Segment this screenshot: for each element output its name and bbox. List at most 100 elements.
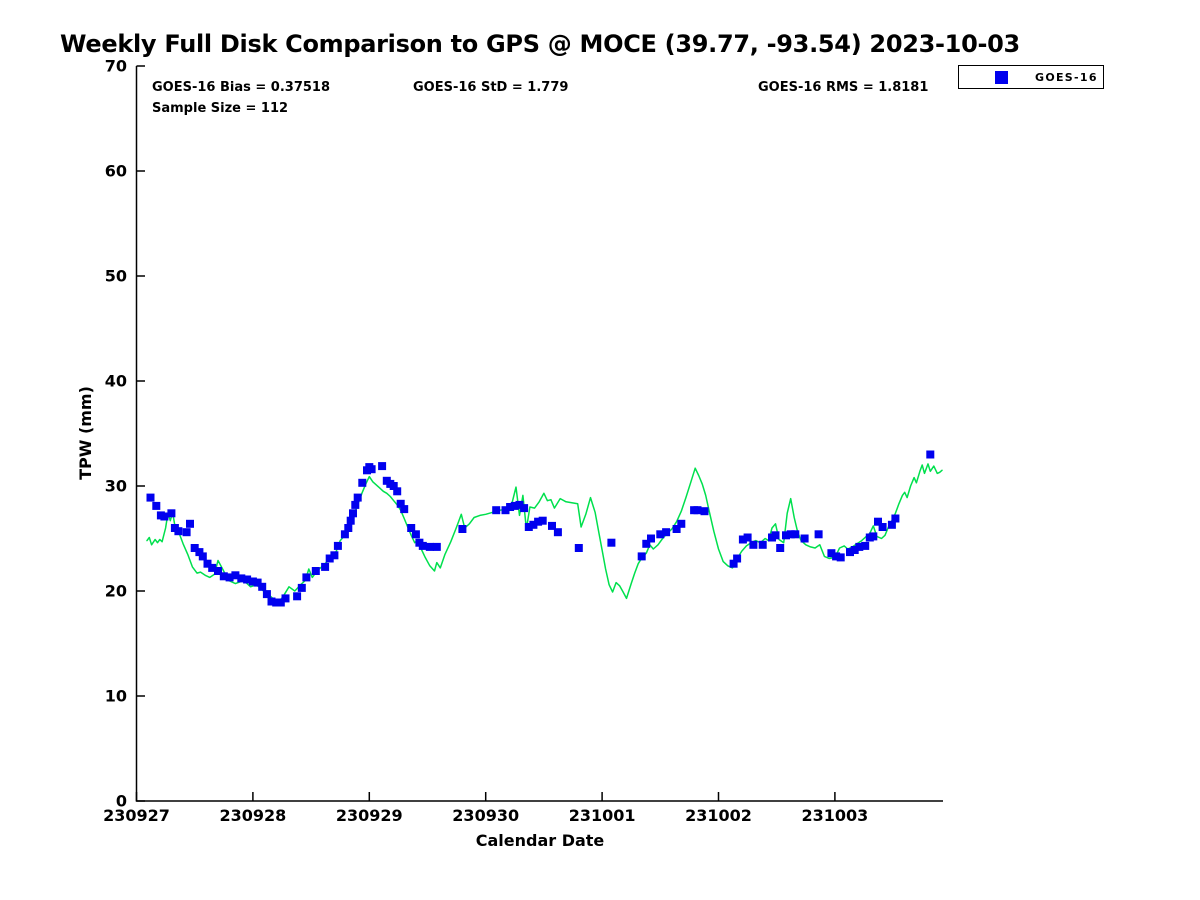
goes16-marker xyxy=(814,530,823,539)
goes16-marker xyxy=(846,548,854,557)
x-tick-label: 231003 xyxy=(802,806,869,825)
goes16-marker xyxy=(926,450,935,459)
goes16-marker xyxy=(529,520,538,529)
goes16-marker xyxy=(749,540,758,549)
goes16-marker xyxy=(878,523,887,531)
goes16-marker xyxy=(432,542,441,551)
goes16-marker xyxy=(827,549,836,558)
y-tick-label: 10 xyxy=(105,687,127,706)
goes16-marker xyxy=(186,519,194,528)
goes16-marker xyxy=(302,573,311,582)
goes16-marker xyxy=(243,575,252,584)
goes16-marker xyxy=(281,594,290,603)
goes16-marker xyxy=(869,532,878,541)
goes16-marker xyxy=(515,500,524,509)
goes16-marker xyxy=(738,535,747,544)
goes16-marker xyxy=(832,552,841,561)
goes16-marker xyxy=(425,542,434,551)
y-tick-label: 20 xyxy=(105,582,127,601)
goes16-marker xyxy=(198,552,207,561)
goes16-marker xyxy=(771,531,780,540)
goes16-marker xyxy=(850,546,859,554)
legend-box: GOES-16 xyxy=(958,65,1104,89)
goes16-marker xyxy=(325,554,334,563)
goes16-marker xyxy=(225,573,234,582)
goes16-marker xyxy=(524,523,533,531)
goes16-marker xyxy=(248,577,257,586)
legend-label: GOES-16 xyxy=(1035,70,1098,84)
goes16-marker xyxy=(272,598,281,607)
x-tick-label: 231002 xyxy=(685,806,752,825)
goes16-marker xyxy=(861,541,870,550)
goes16-marker xyxy=(776,544,785,552)
goes16-marker xyxy=(874,517,882,526)
goes16-marker xyxy=(791,530,800,539)
goes16-marker xyxy=(534,517,543,526)
goes16-marker xyxy=(267,597,276,606)
goes16-marker xyxy=(253,578,262,587)
goes16-marker xyxy=(378,462,387,471)
stat-std: GOES-16 StD = 1.779 xyxy=(413,80,569,95)
stat-bias: GOES-16 Bias = 0.37518 xyxy=(152,80,331,95)
goes16-marker xyxy=(782,531,790,540)
goes16-marker xyxy=(506,503,515,511)
goes16-marker xyxy=(400,505,409,514)
goes16-marker xyxy=(800,534,809,543)
x-axis-label: Calendar Date xyxy=(476,831,605,850)
goes16-marker xyxy=(190,544,199,552)
stat-rms: GOES-16 RMS = 1.8181 xyxy=(758,80,929,95)
stat-sample-size: Sample Size = 112 xyxy=(152,101,289,116)
goes16-marker xyxy=(396,499,405,508)
goes16-marker xyxy=(733,554,742,563)
goes16-marker xyxy=(349,509,357,518)
goes16-marker xyxy=(700,507,709,516)
goes16-marker xyxy=(231,571,240,580)
x-tick-label: 231001 xyxy=(569,806,636,825)
goes16-marker xyxy=(367,465,376,474)
goes16-marker xyxy=(160,512,169,521)
goes16-marker xyxy=(208,563,217,572)
goes16-marker xyxy=(637,552,646,561)
y-tick-label: 70 xyxy=(105,57,127,76)
y-tick-label: 0 xyxy=(116,792,127,811)
goes16-marker xyxy=(891,514,900,523)
goes16-marker xyxy=(195,548,204,557)
x-tick-label: 230927 xyxy=(103,806,170,825)
goes16-marker xyxy=(258,582,267,591)
goes16-marker xyxy=(458,525,467,533)
goes16-marker xyxy=(407,524,416,532)
goes16-marker xyxy=(353,493,362,502)
goes16-marker xyxy=(321,562,330,571)
goes16-marker xyxy=(677,519,686,528)
goes16-marker xyxy=(743,533,752,542)
chart-title: Weekly Full Disk Comparison to GPS @ MOC… xyxy=(60,30,1020,58)
goes16-marker xyxy=(203,559,212,568)
goes16-marker xyxy=(501,506,510,515)
goes16-marker xyxy=(297,583,306,592)
goes16-marker xyxy=(520,504,529,513)
legend-square-marker-icon xyxy=(995,70,1008,84)
goes16-marker xyxy=(836,553,845,562)
goes16-marker xyxy=(333,541,342,550)
goes16-marker xyxy=(262,590,271,599)
goes16-marker xyxy=(492,506,501,515)
goes16-marker xyxy=(656,530,665,539)
goes16-marker xyxy=(647,534,655,543)
goes16-marker xyxy=(662,528,671,537)
goes16-marker xyxy=(344,524,353,532)
goes16-marker xyxy=(167,509,176,518)
goes16-marker xyxy=(411,530,420,539)
y-axis-label: TPW (mm) xyxy=(76,386,95,480)
goes16-marker xyxy=(174,527,183,536)
y-tick-label: 30 xyxy=(105,477,127,496)
goes16-marker xyxy=(358,478,367,487)
goes16-marker xyxy=(729,559,738,568)
goes16-marker xyxy=(146,493,155,502)
goes16-marker xyxy=(607,538,616,547)
goes16-marker xyxy=(351,500,360,509)
goes16-marker xyxy=(758,540,767,549)
y-tick-label: 50 xyxy=(105,267,127,286)
goes16-marker xyxy=(642,539,651,548)
